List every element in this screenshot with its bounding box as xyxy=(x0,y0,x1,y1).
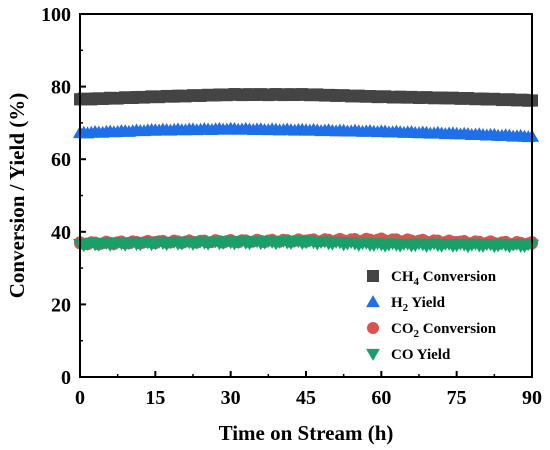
data-point-anchor xyxy=(374,239,389,252)
series-h2-yield xyxy=(73,121,539,143)
y-axis-ticks: 0 20 40 60 80 100 xyxy=(41,4,86,389)
x-tick-label: 90 xyxy=(522,387,542,409)
data-point-anchor xyxy=(449,239,464,252)
data-point-anchor xyxy=(223,122,238,135)
legend-item: H2 Yield xyxy=(366,295,446,314)
legend-item: CO2 Conversion xyxy=(367,321,497,340)
legend-item: CO Yield xyxy=(366,347,451,363)
x-tick-label: 30 xyxy=(221,387,241,409)
chart-marks xyxy=(73,88,539,254)
data-point-anchor xyxy=(299,236,313,249)
legend-marker xyxy=(367,270,379,282)
legend-marker xyxy=(367,322,379,334)
x-tick-label: 15 xyxy=(145,387,165,409)
legend-label: CH4 Conversion xyxy=(391,269,497,288)
legend-label: H2 Yield xyxy=(391,295,446,314)
y-tick-label: 100 xyxy=(41,4,71,26)
y-tick-label: 80 xyxy=(51,77,71,99)
data-point-anchor xyxy=(300,88,312,101)
data-point-anchor xyxy=(374,124,389,137)
series-ch4-conversion xyxy=(74,88,538,107)
legend-label: CO Yield xyxy=(391,347,451,363)
x-axis-title: Time on Stream (h) xyxy=(219,421,394,445)
data-point-anchor xyxy=(223,237,238,250)
data-point-anchor xyxy=(299,123,313,136)
x-tick-label: 0 xyxy=(75,387,85,409)
y-tick-label: 20 xyxy=(51,294,71,316)
y-tick-label: 60 xyxy=(51,149,71,171)
data-point-anchor xyxy=(375,90,388,103)
data-point-anchor xyxy=(224,88,237,101)
data-point-anchor xyxy=(149,90,162,103)
data-point-anchor xyxy=(148,237,163,250)
data-point-anchor xyxy=(450,92,463,105)
y-axis-title: Conversion / Yield (%) xyxy=(5,93,29,299)
x-tick-label: 45 xyxy=(296,387,316,409)
legend: CH4 Conversion H2 Yield CO2 Conversion CO Y… xyxy=(366,269,497,363)
y-tick-label: 0 xyxy=(61,367,71,389)
data-point-anchor xyxy=(449,126,464,139)
x-axis-ticks: 0 15 30 45 60 75 90 xyxy=(75,371,542,409)
series-co-yield xyxy=(73,235,539,254)
legend-item: CH4 Conversion xyxy=(367,269,497,288)
x-tick-label: 60 xyxy=(371,387,391,409)
legend-marker xyxy=(366,348,380,361)
legend-marker xyxy=(366,295,380,308)
x-tick-label: 75 xyxy=(447,387,467,409)
y-tick-label: 40 xyxy=(51,222,71,244)
data-point-anchor xyxy=(148,123,163,136)
legend-label: CO2 Conversion xyxy=(391,321,497,340)
